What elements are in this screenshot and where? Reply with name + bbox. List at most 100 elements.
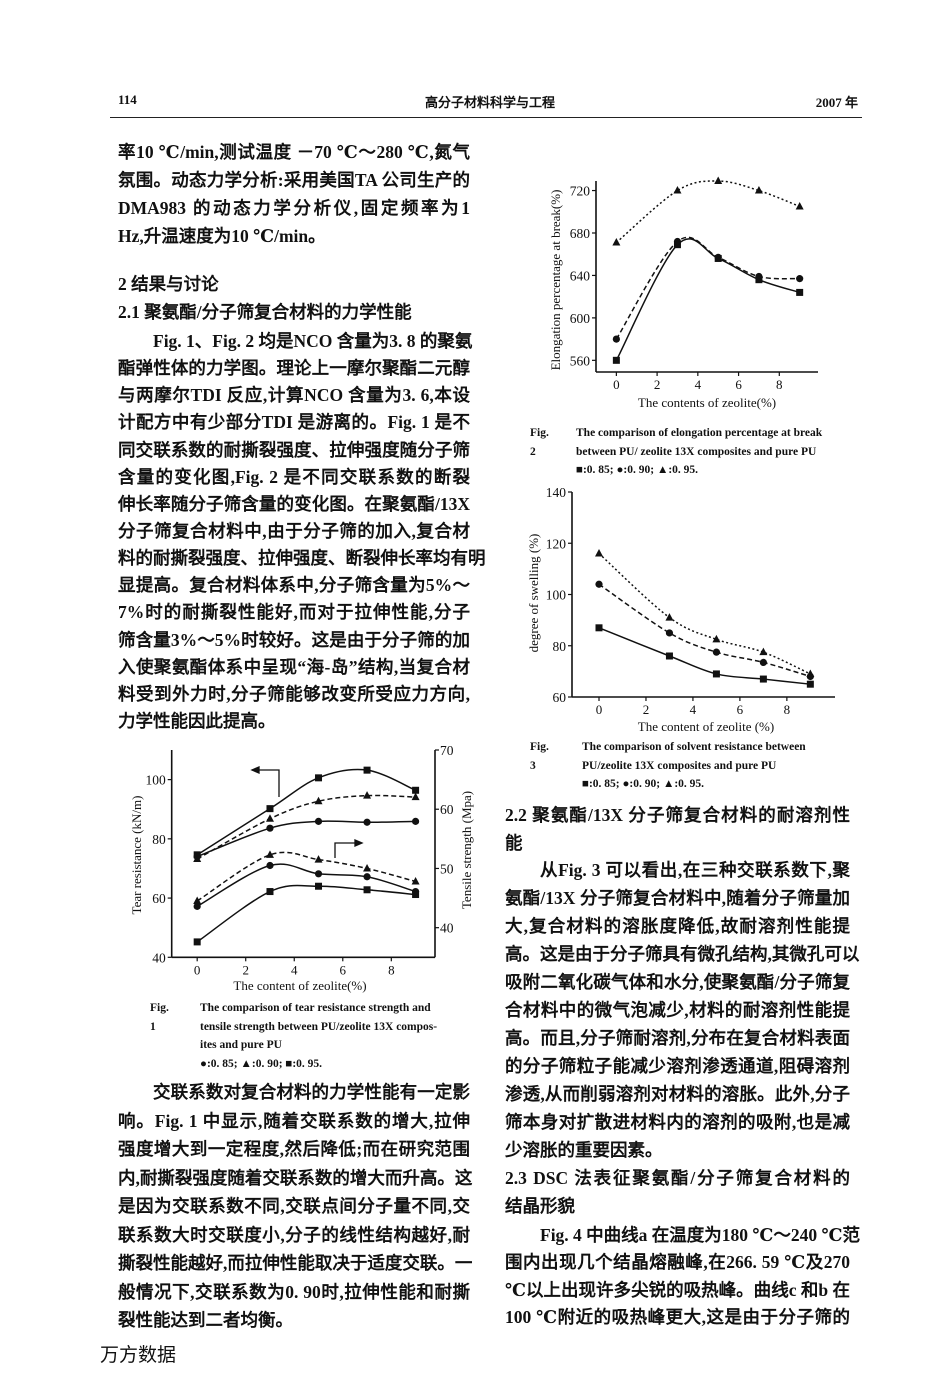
fig2-point-circle (673, 237, 682, 246)
fig3-point-triangle (806, 669, 815, 677)
fig3-y-tick-label: 120 (546, 536, 567, 551)
caption-line: The comparison of solvent resistance bet… (582, 741, 806, 753)
figure-1-label: Fig. 1 (150, 1002, 169, 1033)
fig3-x-tick-label: 8 (784, 702, 791, 717)
fig1-y2-tick-label: 40 (440, 921, 454, 936)
fig1-point-square (315, 882, 323, 890)
arrowhead-right (354, 839, 364, 847)
paragraph-solvent: 从Fig. 3 可以看出,在三种交联系数下,聚 氨酯/13X 分子筛复合材料中,随… (505, 856, 860, 1164)
caption-line: between PU/ zeolite 13X composites and p… (576, 445, 817, 458)
fig2-point-circle (612, 335, 620, 343)
fig1-point-circle (266, 861, 274, 870)
fig1-point-square (266, 805, 274, 813)
fig1-point-triangle (314, 855, 323, 863)
fig1-point-square (412, 891, 420, 899)
watermark: 万方数据 (100, 1345, 177, 1366)
fig2-xlabel: The contents of zeolite(%) (638, 395, 776, 410)
text-line: 率10 ℃/min,测试温度 －70 ℃～280 ℃,氮气 (118, 142, 470, 162)
text-line: 渗透,从而削弱溶剂对材料的溶胀。此外,分子 (505, 1084, 850, 1104)
text-line: 强度增大到一定程度,然后降低;而在研究范围 (118, 1139, 470, 1159)
text-line: 的分子筛粒子能减少溶剂渗透通道,阻碍溶剂 (505, 1056, 850, 1076)
fig1-series-line-0.90 (196, 851, 416, 902)
fig2-point-circle (796, 275, 804, 283)
text-line: 酯弹性体的力学图。理论上一摩尔聚酯二元醇 (118, 358, 470, 379)
figure-2-label: Fig. 2 (530, 427, 549, 458)
fig1-y2-tick-label: 60 (440, 802, 454, 817)
fig2-point-triangle (673, 186, 682, 194)
text-line: ℃以上出现许多尖锐的吸热峰。曲线c 和b 在 (505, 1279, 850, 1300)
section-heading-solvent: 2.2 聚氨酯/13X 分子筛复合材料的耐溶剂性能 (505, 801, 850, 857)
paragraph-crosslink: 交联系数对复合材料的力学性能有一定影 响。Fig. 1 中显示,随着交联系数的增大… (118, 1078, 473, 1335)
text-line: 吸附二氧化碳气体和水分,使聚氨酯/分子筛复 (505, 972, 850, 992)
fig1-x-tick-label: 6 (340, 962, 347, 977)
text-line: 含量的变化图,Fig. 2 是不同交联系数的断裂 (118, 466, 470, 487)
paragraph-methods: 率10 ℃/min,测试温度 －70 ℃～280 ℃,氮气 氛围。动态力学分析:采… (118, 138, 470, 250)
fig3-point-triangle (665, 613, 674, 621)
text-line: 显提高。复合材料体系中,分子筛含量为5%～ (118, 575, 470, 596)
fig3-series-line-0.85 (598, 627, 811, 685)
text-line: 合材料中的微气泡减少,材料的耐溶剂性能提 (505, 1000, 850, 1020)
caption-legend: ■:0. 85; ●:0. 90; ▲:0. 95. (576, 464, 699, 476)
fig3-series-line-0.90 (598, 583, 811, 678)
fig1-point-triangle (193, 896, 202, 905)
fig1-y-tick-label: 40 (152, 950, 166, 965)
text-line: DMA983 的动态力学分析仪,固定频率为1 (118, 198, 470, 218)
text-line: 内,耐撕裂强度随着交联系数的增大而升高。这 (118, 1167, 473, 1188)
arrow-to-right-axis (334, 842, 360, 858)
fig3-point-circle (712, 648, 721, 656)
header-rule (110, 117, 862, 118)
fig1-y-tick-label: 60 (152, 891, 166, 906)
fig1-point-circle (314, 817, 323, 825)
fig3-point-circle (595, 580, 603, 588)
fig3-point-triangle (712, 634, 721, 643)
text-line: 同交联系数的耐撕裂强度、拉伸强度随分子筛 (118, 439, 470, 460)
fig2-y-tick-label: 560 (570, 353, 591, 368)
fig1-point-circle (193, 853, 201, 861)
fig1-point-triangle (363, 863, 372, 872)
arrow-to-left-axis (252, 769, 280, 797)
fig3-point-square (759, 675, 767, 683)
fig3-point-triangle (759, 647, 768, 656)
text-line: 响。Fig. 1 中显示,随着交联系数的增大,拉伸 (118, 1110, 470, 1131)
fig1-point-square (363, 766, 371, 774)
fig2-x-tick-label: 8 (776, 377, 783, 392)
fig3-y-tick-label: 100 (546, 588, 567, 603)
fig3-point-triangle (595, 549, 604, 557)
fig1-y2-tick-label: 50 (440, 861, 454, 876)
fig1-point-circle (363, 873, 371, 881)
text-line: 少溶胀的重要因素。 (505, 1140, 663, 1160)
text-line: Fig. 1、Fig. 2 均是NCO 含量为3. 8 的聚氨 (153, 331, 473, 351)
text-line: 撕裂性能越好,而拉伸性能取决于适度交联。一 (118, 1253, 473, 1273)
fig2-ylabel: Elongation percentage at break(%) (548, 190, 563, 371)
fig1-point-triangle (265, 850, 274, 858)
fig1-y-tick-label: 80 (152, 832, 166, 847)
journal-title: 高分子材料科学与工程 (424, 95, 555, 110)
fig1-point-triangle (411, 792, 420, 801)
fig2-x-tick-label: 6 (735, 377, 742, 392)
fig3-series-line-0.95 (598, 552, 811, 675)
fig2-x-tick-label: 2 (654, 377, 661, 392)
fig1-x-tick-label: 8 (388, 962, 395, 977)
fig3-point-square (595, 624, 603, 632)
fig1-point-triangle (411, 876, 420, 885)
fig3-ylabel: degree of swelling (%) (526, 534, 541, 653)
text-line: 100 ℃附近的吸热峰更大,这是由于分子筛的 (505, 1306, 850, 1327)
fig1-point-triangle (265, 814, 274, 822)
fig1-point-circle (266, 824, 274, 832)
text-line: 料的耐撕裂强度、拉伸强度、断裂伸长率均有明 (118, 548, 486, 569)
caption-legend: ●:0. 85; ▲:0. 90; ■:0. 95. (200, 1057, 323, 1070)
caption-legend: ■:0. 85; ●:0. 90; ▲:0. 95. (582, 778, 705, 790)
text-line: 入使聚氨酯体系中呈现“海-岛”结构,当复合材 (118, 656, 470, 677)
text-line: 高。这是由于分子筛具有微孔结构,其微孔可以 (505, 944, 860, 964)
fig1-point-triangle (363, 791, 372, 799)
arrowhead-left (250, 766, 260, 774)
fig2-point-circle (755, 272, 763, 281)
fig3-x-tick-label: 2 (643, 702, 650, 717)
fig1-point-square (266, 888, 274, 896)
fig2-point-triangle (714, 176, 723, 184)
fig1-point-triangle (314, 796, 323, 805)
text-line: 筛含量3%～5%时较好。这是由于分子筛的加 (118, 629, 470, 650)
text-line: 围内出现几个结晶熔融峰,在266. 59 ℃及270 (505, 1252, 850, 1273)
year: 2007 年 (815, 95, 858, 110)
